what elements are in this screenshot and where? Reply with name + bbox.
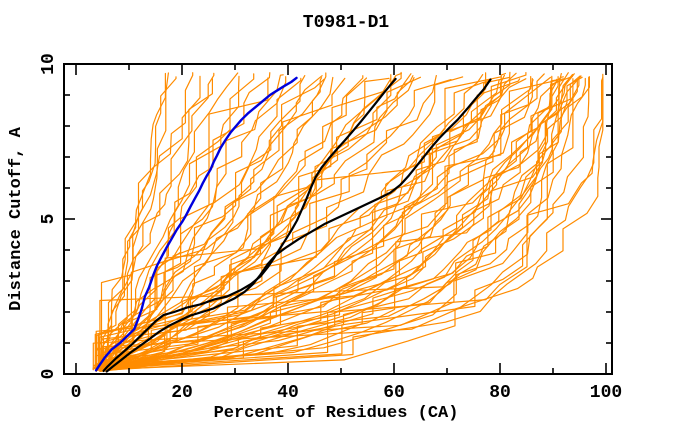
orange-curve: [106, 74, 306, 372]
y-axis-label: Distance Cutoff, A: [7, 126, 26, 310]
orange-curve: [97, 78, 527, 371]
orange-curve: [99, 72, 327, 372]
reference-model-black-1: [102, 77, 397, 372]
x-tick-label: 40: [277, 383, 299, 403]
orange-curve: [107, 71, 511, 368]
orange-curve: [104, 74, 437, 369]
ticks-layer: [64, 63, 612, 375]
orange-curve: [98, 72, 166, 372]
x-tick-label: 80: [489, 383, 511, 403]
orange-curve: [94, 77, 367, 369]
y-tick-label: 10: [39, 53, 59, 75]
orange-curve: [101, 72, 215, 371]
orange-curve: [99, 72, 562, 372]
orange-curve: [95, 77, 533, 368]
orange-curve: [97, 72, 487, 368]
y-tick-label: 0: [39, 369, 59, 380]
orange-curve: [100, 72, 169, 372]
reference-model-black-2: [105, 78, 492, 373]
orange-curve: [98, 76, 552, 369]
orange-curve: [102, 74, 505, 370]
orange-curve: [99, 78, 325, 367]
orange-curve: [99, 77, 586, 367]
orange-curve: [98, 73, 484, 371]
x-tick-label: 100: [590, 383, 622, 403]
orange-curve: [101, 78, 578, 371]
orange-curve: [102, 76, 464, 369]
orange-curve: [99, 78, 213, 367]
chart-title: T0981-D1: [303, 13, 390, 33]
x-axis-label: Percent of Residues (CA): [214, 404, 459, 423]
x-tick-label: 60: [383, 383, 405, 403]
orange-curve: [92, 76, 421, 369]
orange-curve: [95, 75, 573, 369]
orange-curve: [104, 76, 559, 368]
x-tick-label: 0: [71, 383, 82, 403]
orange-curve: [101, 77, 346, 369]
orange-curve: [100, 76, 583, 370]
orange-curve: [96, 75, 582, 367]
orange-curve: [96, 79, 534, 370]
orange-curve: [107, 74, 284, 371]
orange-curve: [92, 76, 591, 371]
orange-curve: [103, 72, 239, 372]
orange-curve: [97, 77, 302, 367]
orange-curve: [95, 76, 177, 368]
orange-curve: [99, 72, 194, 372]
orange-curve: [107, 73, 545, 371]
orange-curve: [104, 72, 506, 368]
curves-layer: [92, 71, 604, 373]
orange-curve: [97, 76, 334, 367]
y-tick-label: 5: [39, 214, 59, 225]
highlight-model-blue: [94, 76, 298, 372]
x-tick-label: 20: [171, 383, 193, 403]
orange-curve: [95, 79, 500, 372]
orange-curve: [107, 76, 604, 371]
orange-curve: [100, 79, 492, 372]
tick-labels-layer: 0 20 40 60 80 100 0 5 10: [39, 53, 622, 403]
orange-curve: [100, 75, 364, 370]
orange-curve: [103, 78, 452, 367]
orange-curve: [99, 75, 581, 372]
orange-curve: [102, 78, 392, 371]
